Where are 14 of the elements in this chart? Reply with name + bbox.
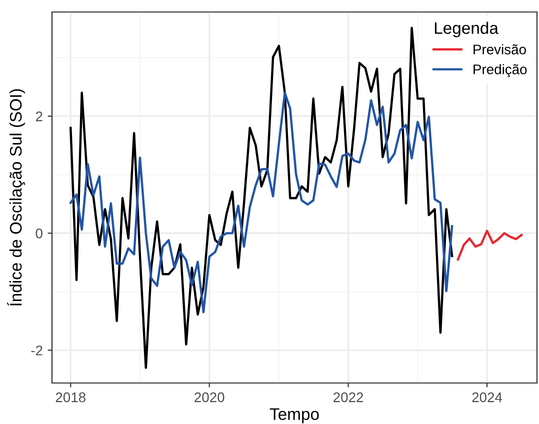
y-tick-label: 2 [36, 111, 42, 122]
y-tick-label: 0 [36, 228, 42, 238]
x-tick-label: 2020 [194, 392, 224, 402]
line-series [70, 92, 454, 314]
y-tick-label: -2 [31, 346, 42, 356]
legend-title: Legenda [434, 22, 498, 38]
x-axis-title: Tempo [270, 408, 319, 424]
legend-label: Previsão [474, 44, 526, 54]
x-tick-label: 2022 [334, 392, 364, 402]
y-axis-title: Índice de Oscilação Sul (SOI) [7, 89, 26, 306]
line-series [456, 230, 523, 261]
x-tick-label: 2018 [56, 392, 86, 402]
legend-label: Predição [474, 64, 527, 78]
x-tick-label: 2024 [472, 392, 502, 402]
